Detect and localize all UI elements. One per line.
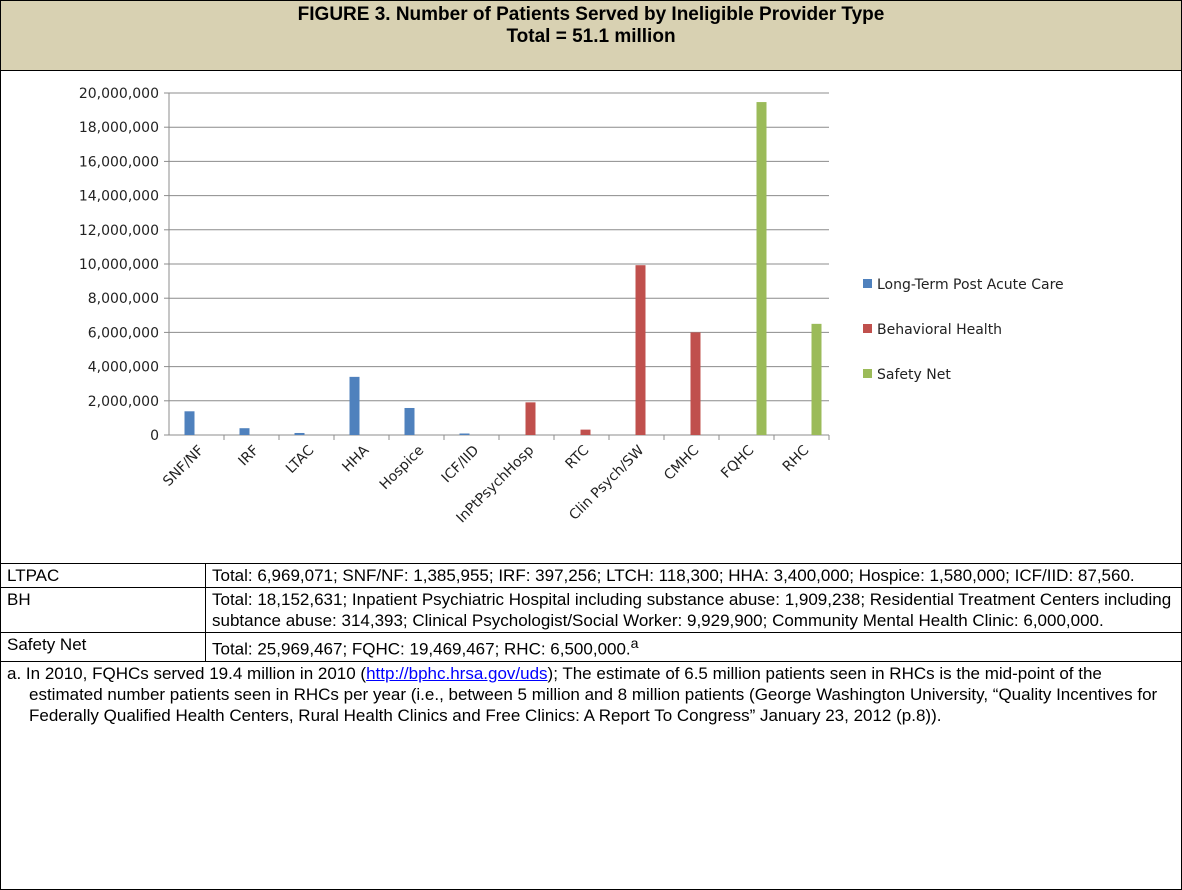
y-tick-label: 18,000,000	[79, 120, 159, 136]
row-cell: Total: 18,152,631; Inpatient Psychiatric…	[205, 587, 1181, 633]
x-tick-label: RHC	[780, 442, 813, 475]
bar	[404, 407, 415, 435]
legend-label: Safety Net	[877, 367, 951, 383]
table-row: Safety Net Total: 25,969,467; FQHC: 19,46…	[1, 631, 1181, 661]
bar	[811, 323, 822, 435]
footnote-link[interactable]: http://bphc.hrsa.gov/uds	[366, 663, 548, 683]
legend-swatch	[863, 279, 872, 288]
row-text: Total: 18,152,631; Inpatient Psychiatric…	[212, 590, 1172, 630]
bar	[580, 429, 591, 435]
table-row: LTPAC Total: 6,969,071; SNF/NF: 1,385,955…	[1, 563, 1181, 588]
x-tick-label: IRF	[236, 443, 263, 470]
note-marker: a	[630, 636, 639, 652]
row-label: Safety Net	[1, 631, 206, 661]
chart: 0 2,000,000 4,000,000 6,000,000 8,000,000 10,…	[79, 86, 1064, 526]
data-table: LTPAC Total: 6,969,071; SNF/NF: 1,385,955…	[1, 563, 1181, 661]
y-tick-label: 8,000,000	[88, 291, 159, 307]
y-tick-label: 0	[150, 428, 159, 444]
x-tick-label: FQHC	[718, 442, 757, 481]
chart-title: FIGURE 3. Number of Patients Served by I…	[297, 4, 885, 25]
row-cell: Total: 25,969,467; FQHC: 19,469,467; RHC…	[205, 631, 1181, 661]
legend-label: Behavioral Health	[877, 322, 1002, 338]
bar	[239, 428, 250, 435]
table-row: BH Total: 18,152,631; Inpatient Psychiatr…	[1, 587, 1181, 633]
y-tick-label: 14,000,000	[79, 189, 159, 205]
y-tick-label: 20,000,000	[79, 86, 159, 102]
bar	[294, 432, 305, 435]
legend-swatch	[863, 369, 872, 378]
legend-label: Long-Term Post Acute Care	[877, 277, 1064, 293]
row-text: Total: 6,969,071; SNF/NF: 1,385,955; IRF…	[212, 566, 1135, 585]
bar	[459, 433, 470, 435]
x-tick-label: SNF/NF	[160, 443, 207, 490]
x-tick-label: ICF/IID	[439, 443, 483, 487]
x-tick-label: RTC	[562, 442, 592, 472]
chart-subtitle: Total = 51.1 million	[506, 26, 676, 47]
y-tick-label: 6,000,000	[88, 325, 159, 341]
row-label: LTPAC	[1, 563, 206, 588]
x-tick-label: HHA	[339, 442, 372, 475]
bar	[184, 411, 195, 435]
bar	[690, 332, 701, 435]
legend-swatch	[863, 324, 872, 333]
x-tick-label: Hospice	[377, 443, 428, 494]
bar	[756, 102, 767, 435]
y-tick-label: 4,000,000	[88, 360, 159, 376]
footnote: a. In 2010, FQHCs served 19.4 million in…	[1, 660, 1181, 726]
footnote-text: ); The estimate of 6.5 million patients …	[29, 663, 1158, 725]
bar	[349, 376, 360, 435]
y-tick-label: 12,000,000	[79, 223, 159, 239]
row-cell: Total: 6,969,071; SNF/NF: 1,385,955; IRF…	[205, 563, 1181, 588]
x-tick-label: LTAC	[283, 442, 317, 476]
footnote-marker: a.	[7, 663, 22, 683]
row-text: Total: 25,969,467; FQHC: 19,469,467; RHC…	[212, 639, 631, 659]
bar	[525, 402, 536, 435]
y-tick-label: 16,000,000	[79, 154, 159, 170]
figure-header: FIGURE 3. Number of Patients Served by I…	[1, 1, 1181, 71]
x-tick-label: CMHC	[661, 442, 702, 483]
footnote-text: In 2010, FQHCs served 19.4 million in 20…	[25, 663, 367, 683]
y-tick-label: 2,000,000	[88, 394, 159, 410]
bar	[635, 265, 646, 435]
y-tick-label: 10,000,000	[79, 257, 159, 273]
row-label: BH	[1, 587, 206, 633]
